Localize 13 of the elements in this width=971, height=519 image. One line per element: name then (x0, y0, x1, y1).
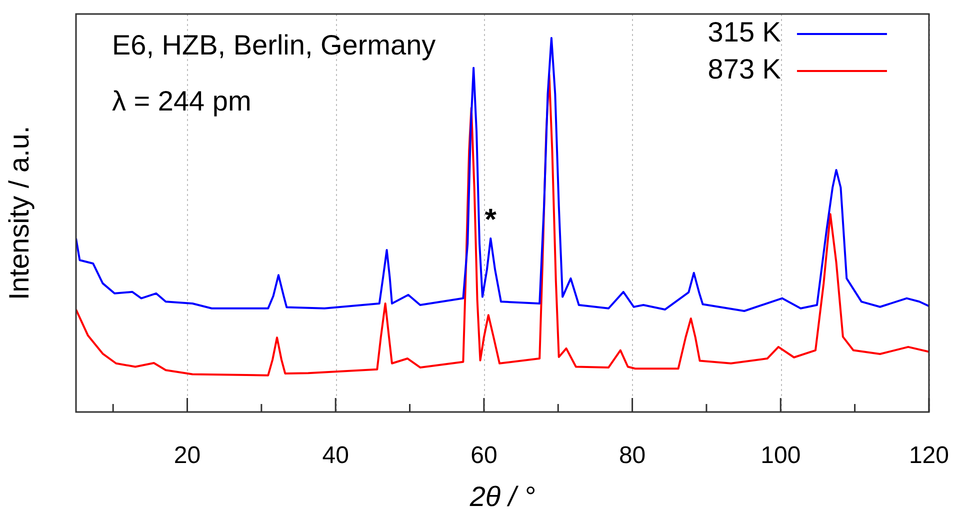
x-tick-label: 120 (908, 442, 949, 470)
annotation: * (484, 204, 497, 237)
y-axis-title: Intensity / a.u. (4, 126, 35, 300)
annotation: λ = 244 pm (112, 86, 252, 117)
x-tick-label: 60 (470, 442, 498, 470)
x-axis-title: 2θ / ° (468, 480, 536, 512)
x-tick-label: 80 (618, 442, 646, 470)
x-tick-label: 20 (174, 442, 201, 470)
annotation: E6, HZB, Berlin, Germany (112, 30, 436, 61)
x-tick-label: 40 (322, 442, 349, 470)
x-tick-label: 100 (760, 442, 801, 470)
legend-label: 315 K (708, 16, 782, 48)
legend-label: 873 K (708, 54, 782, 85)
